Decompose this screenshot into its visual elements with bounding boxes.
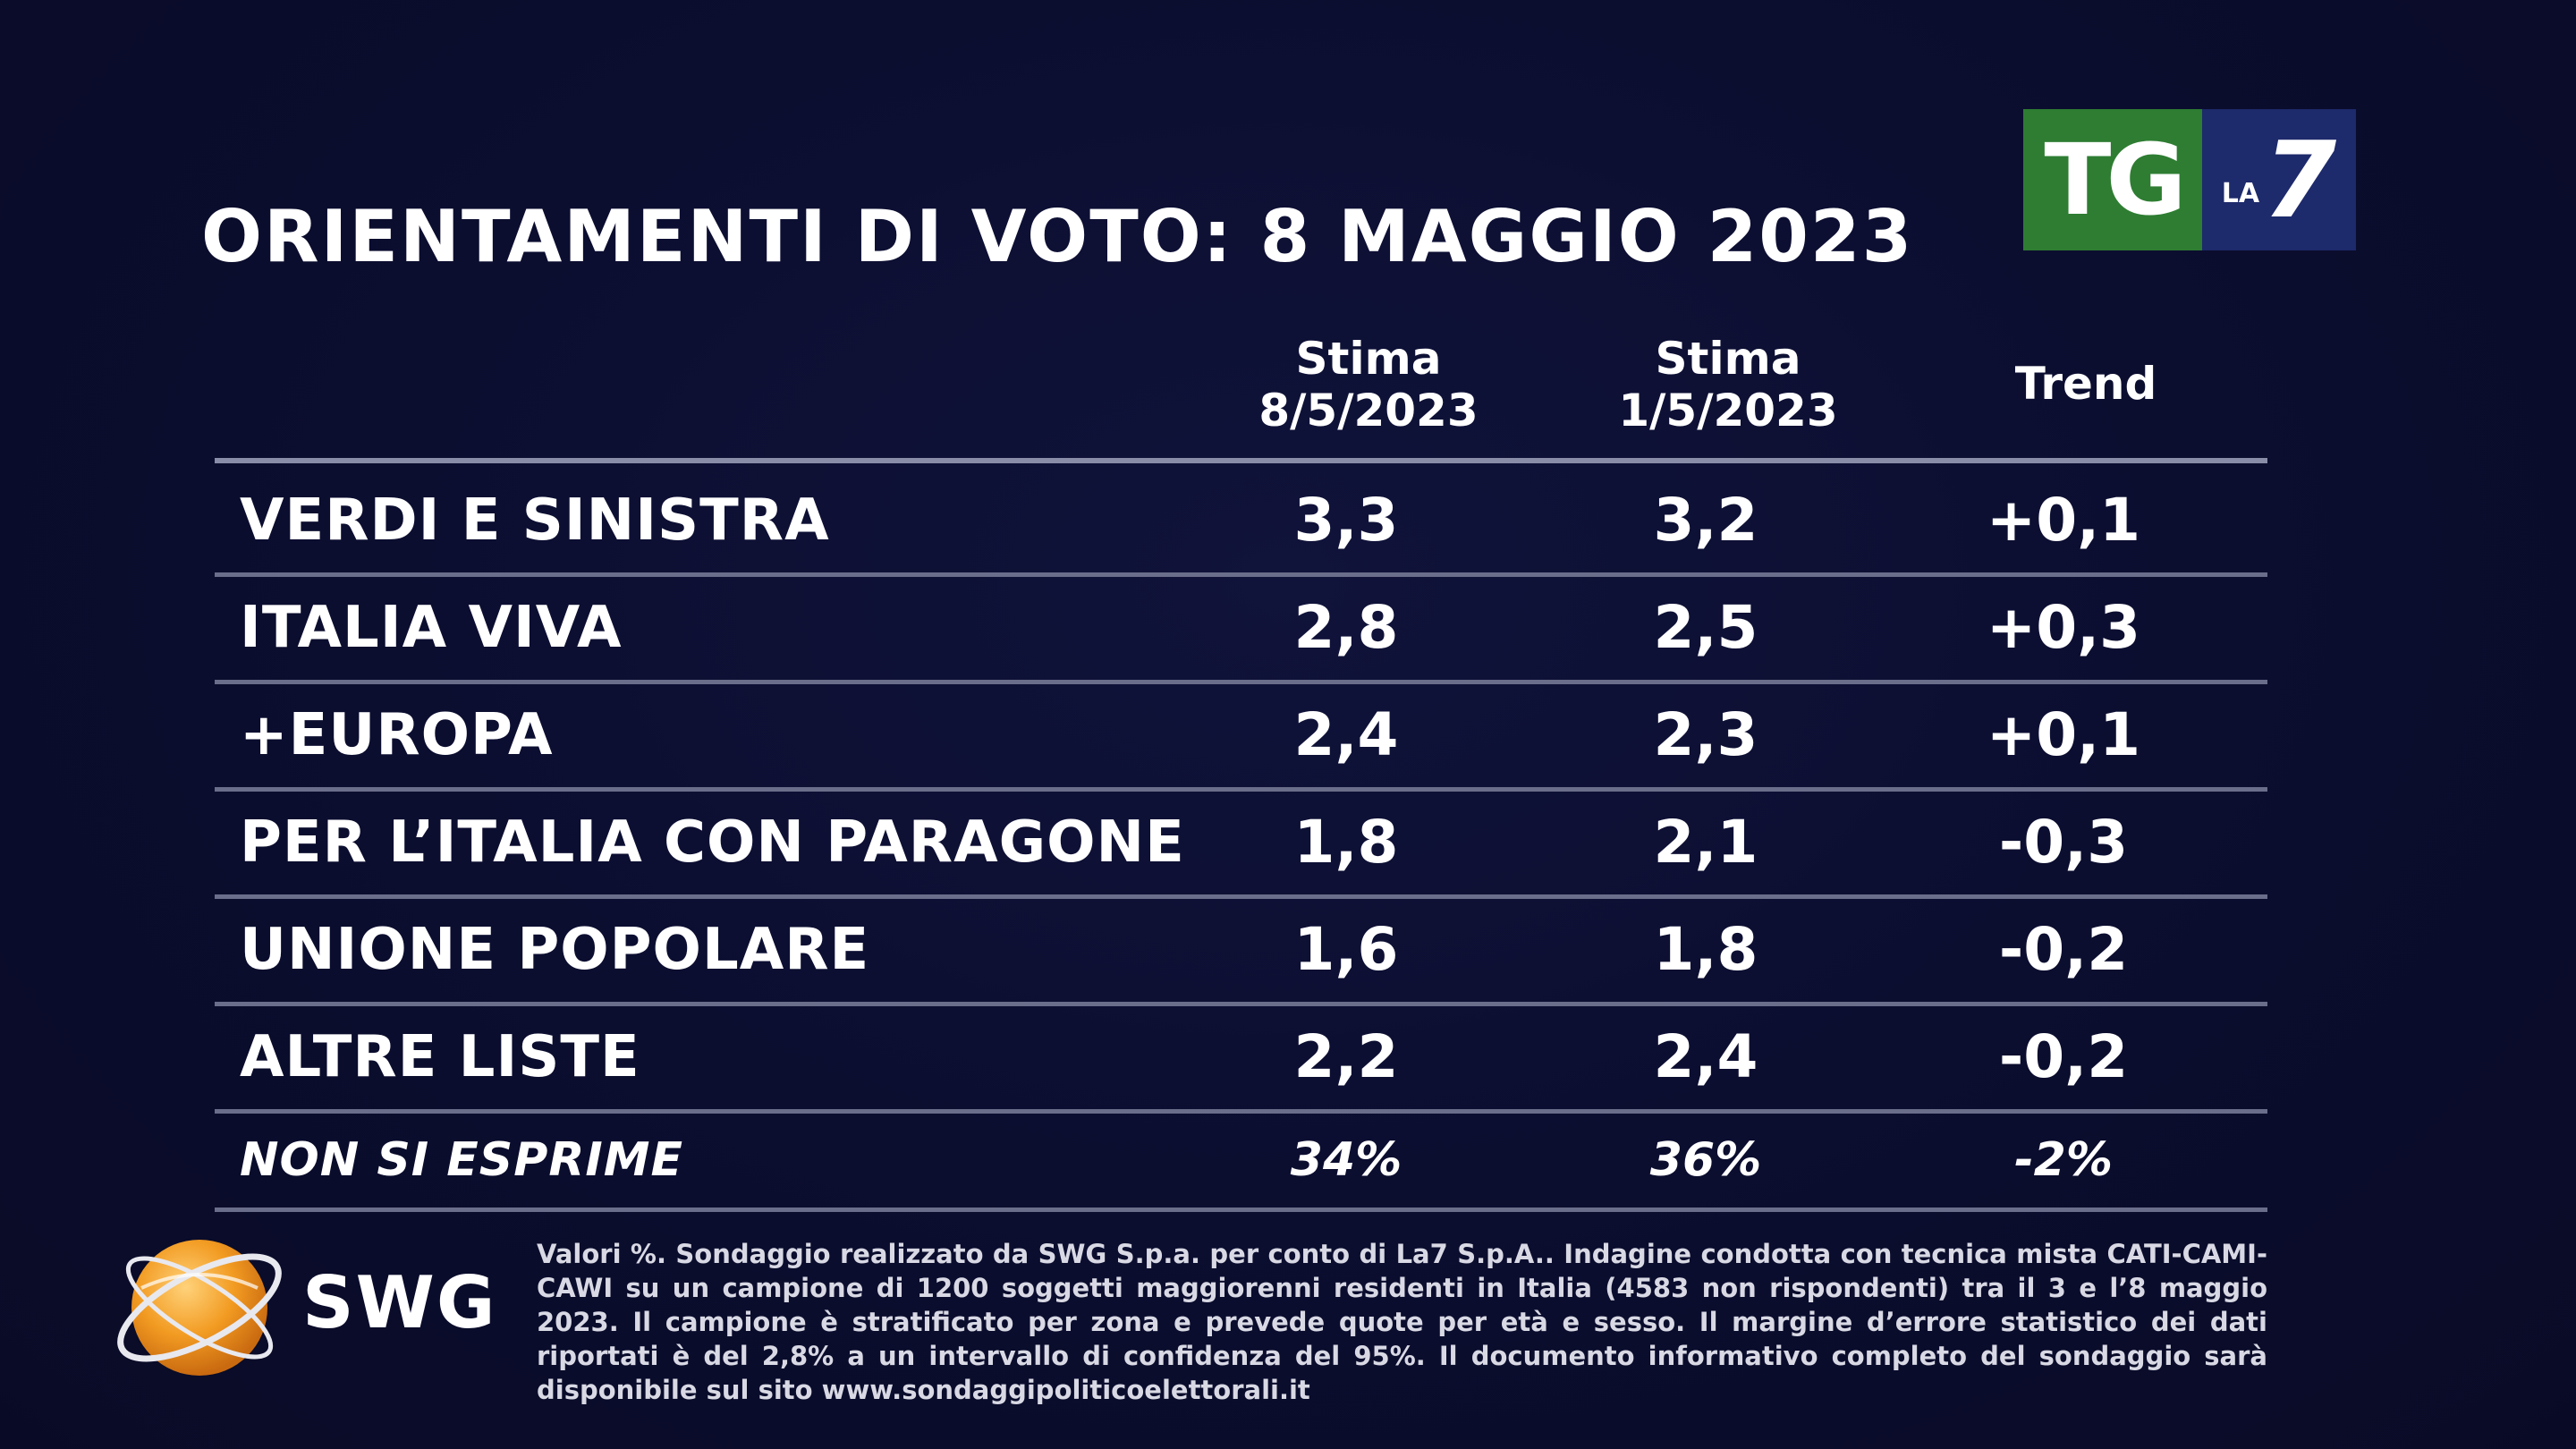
logo-la: LA <box>2221 177 2260 209</box>
value-trend: -2% <box>2014 1133 2113 1187</box>
value-stima-8-5: 34% <box>1290 1133 1402 1187</box>
swg-logo: SWG <box>106 1225 517 1386</box>
party-name: +EUROPA <box>240 702 554 768</box>
table-row: +EUROPA 2,4 2,3 +0,1 <box>215 682 2267 789</box>
value-stima-1-5: 1,8 <box>1653 915 1758 984</box>
column-header-line2: 8/5/2023 <box>1258 385 1479 436</box>
table-top-rule <box>215 458 2267 463</box>
party-name: UNIONE POPOLARE <box>240 917 870 983</box>
party-name: ITALIA VIVA <box>240 595 623 661</box>
value-stima-8-5: 2,2 <box>1293 1022 1399 1091</box>
value-stima-8-5: 1,6 <box>1293 915 1399 984</box>
value-stima-1-5: 36% <box>1649 1133 1762 1187</box>
table-row: PER L’ITALIA CON PARAGONE 1,8 2,1 -0,3 <box>215 789 2267 896</box>
column-header-line2: 1/5/2023 <box>1618 385 1838 436</box>
row-divider <box>215 1208 2267 1212</box>
table-row: VERDI E SINISTRA 3,3 3,2 +0,1 <box>215 467 2267 574</box>
row-divider <box>215 894 2267 899</box>
value-stima-8-5: 2,4 <box>1293 700 1399 769</box>
value-trend: +0,3 <box>1986 593 2141 662</box>
table-row: ALTRE LISTE 2,2 2,4 -0,2 <box>215 1004 2267 1111</box>
swg-globe-icon <box>117 1240 282 1376</box>
row-divider <box>215 1002 2267 1006</box>
column-header-line1: Stima <box>1295 333 1442 385</box>
value-stima-8-5: 3,3 <box>1293 486 1399 555</box>
value-stima-1-5: 2,4 <box>1653 1022 1758 1091</box>
value-trend: -0,3 <box>1998 808 2129 877</box>
value-stima-1-5: 2,1 <box>1653 808 1758 877</box>
value-stima-1-5: 3,2 <box>1653 486 1758 555</box>
party-name: PER L’ITALIA CON PARAGONE <box>240 809 1185 876</box>
page-title: ORIENTAMENTI DI VOTO: 8 MAGGIO 2023 <box>201 195 1914 278</box>
column-header-line1: Trend <box>2014 358 2157 410</box>
value-stima-1-5: 2,5 <box>1653 593 1758 662</box>
value-trend: -0,2 <box>1998 915 2129 984</box>
logo-tg: TG <box>2023 109 2202 250</box>
column-header-stima-8-5: Stima 8/5/2023 <box>1243 333 1494 436</box>
logo-seven: 7 <box>2263 118 2337 242</box>
value-trend: +0,1 <box>1986 486 2141 555</box>
party-name: ALTRE LISTE <box>240 1024 640 1090</box>
column-header-stima-1-5: Stima 1/5/2023 <box>1603 333 1853 436</box>
row-divider <box>215 572 2267 577</box>
party-name: NON SI ESPRIME <box>240 1133 683 1187</box>
methodology-footnote: Valori %. Sondaggio realizzato da SWG S.… <box>537 1239 2267 1405</box>
value-trend: -0,2 <box>1998 1022 2129 1091</box>
swg-wordmark: SWG <box>302 1261 497 1344</box>
table-row: NON SI ESPRIME 34% 36% -2% <box>215 1111 2267 1209</box>
table-row: UNIONE POPOLARE 1,6 1,8 -0,2 <box>215 896 2267 1004</box>
value-stima-1-5: 2,3 <box>1653 700 1758 769</box>
logo-la7: LA 7 <box>2202 109 2356 250</box>
row-divider <box>215 680 2267 684</box>
row-divider <box>215 1109 2267 1114</box>
tg-la7-logo: TG LA 7 <box>2023 109 2356 250</box>
party-name: VERDI E SINISTRA <box>240 487 830 554</box>
value-stima-8-5: 1,8 <box>1293 808 1399 877</box>
value-trend: +0,1 <box>1986 700 2141 769</box>
table-row: ITALIA VIVA 2,8 2,5 +0,3 <box>215 574 2267 682</box>
value-stima-8-5: 2,8 <box>1293 593 1399 662</box>
row-divider <box>215 787 2267 792</box>
column-header-line1: Stima <box>1655 333 1801 385</box>
column-header-trend: Trend <box>1961 358 2211 410</box>
